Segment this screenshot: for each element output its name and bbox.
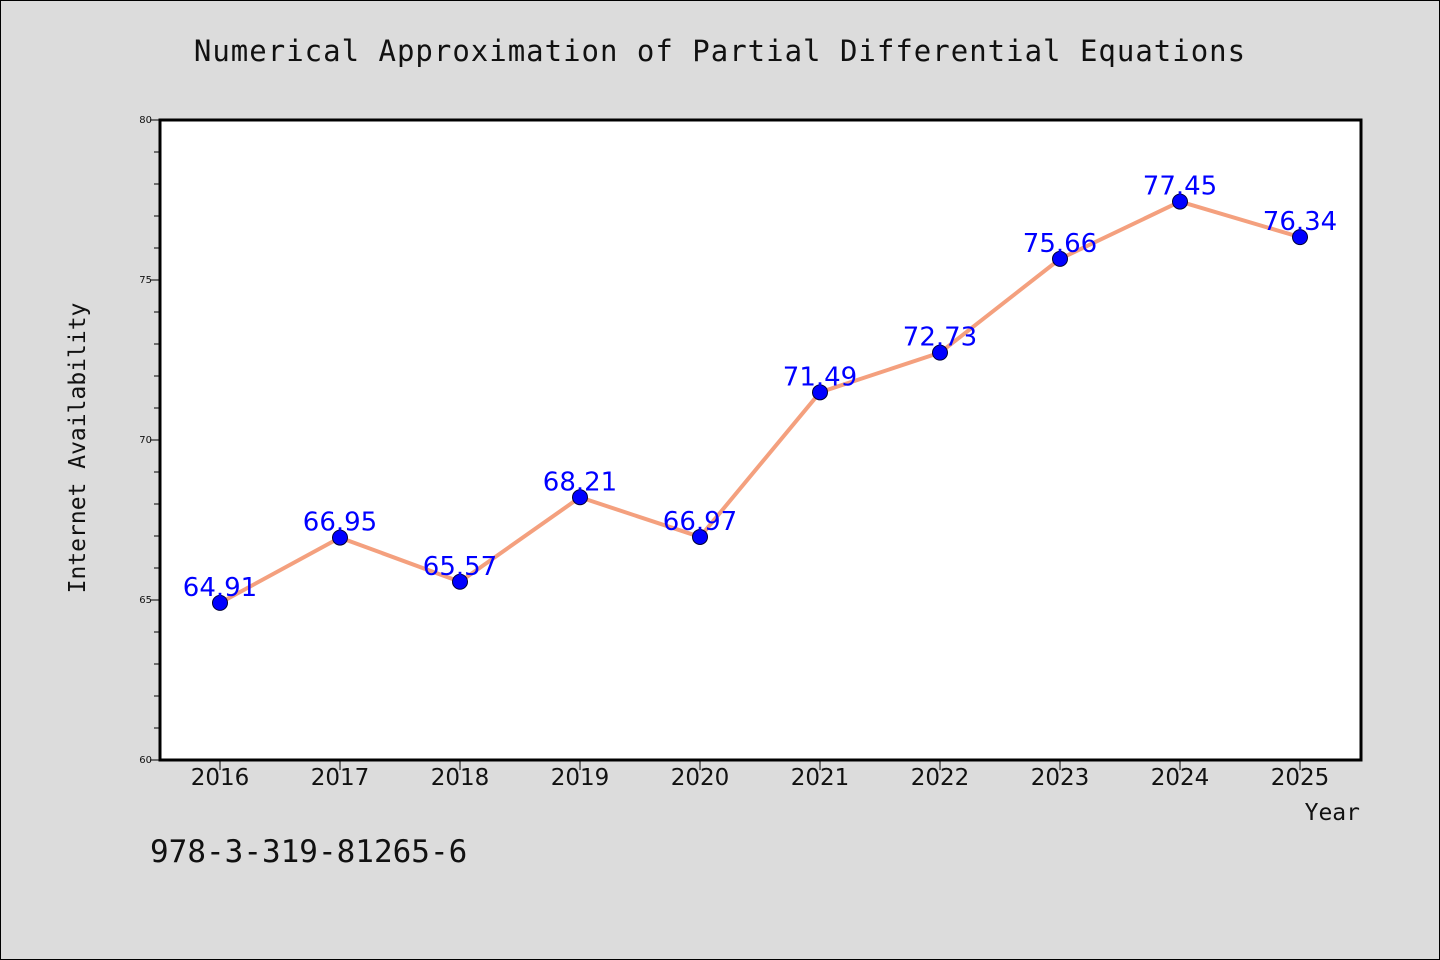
data-point <box>212 594 228 611</box>
x-tick-label: 2022 <box>911 765 970 791</box>
data-point <box>1172 193 1188 210</box>
data-label: 76.34 <box>1263 207 1337 237</box>
x-axis-label: Year <box>1305 800 1360 826</box>
data-label: 75.66 <box>1023 229 1097 259</box>
x-tick-label: 2021 <box>791 765 850 791</box>
data-point <box>812 384 828 401</box>
series-markers <box>212 193 1308 611</box>
x-tick-label: 2019 <box>551 765 610 791</box>
y-tick-label: 60 <box>139 755 152 766</box>
data-labels: 64.91 66.95 65.57 68.21 66.97 71.49 72.73 75.66… <box>183 172 1337 603</box>
series-line <box>219 199 1301 605</box>
data-label: 72.73 <box>903 323 977 353</box>
data-point <box>932 344 948 361</box>
data-point <box>332 529 348 546</box>
data-label: 66.95 <box>303 508 377 538</box>
y-axis-label: Internet Availability <box>65 303 91 594</box>
x-tick-label: 2018 <box>431 765 490 791</box>
data-label: 66.97 <box>663 507 737 537</box>
y-tick-label: 70 <box>139 435 152 446</box>
y-axis: 60 65 70 75 80 <box>139 115 160 766</box>
x-tick-label: 2017 <box>311 765 370 791</box>
data-point <box>1292 229 1308 246</box>
x-tick-label: 2016 <box>191 765 250 791</box>
data-point <box>572 489 588 506</box>
data-label: 64.91 <box>183 573 257 603</box>
data-label: 77.45 <box>1143 172 1217 202</box>
isbn-text: 978-3-319-81265-6 <box>150 834 468 870</box>
data-label: 71.49 <box>783 362 857 392</box>
plot-area <box>158 118 1363 762</box>
y-tick-label: 75 <box>139 275 152 286</box>
data-point <box>1052 250 1068 267</box>
y-tick-label: 80 <box>139 115 152 126</box>
x-tick-label: 2020 <box>671 765 730 791</box>
x-tick-label: 2025 <box>1271 765 1330 791</box>
x-axis: 2016 2017 2018 2019 2020 2021 2022 2023 2024 2025 <box>191 760 1330 791</box>
data-label: 68.21 <box>543 467 617 497</box>
data-point <box>692 528 708 545</box>
data-label: 65.57 <box>423 552 497 582</box>
y-tick-label: 65 <box>139 595 152 606</box>
x-tick-label: 2023 <box>1031 765 1090 791</box>
chart-title: Numerical Approximation of Partial Diffe… <box>193 34 1247 68</box>
x-tick-label: 2024 <box>1151 765 1210 791</box>
data-point <box>452 573 468 590</box>
